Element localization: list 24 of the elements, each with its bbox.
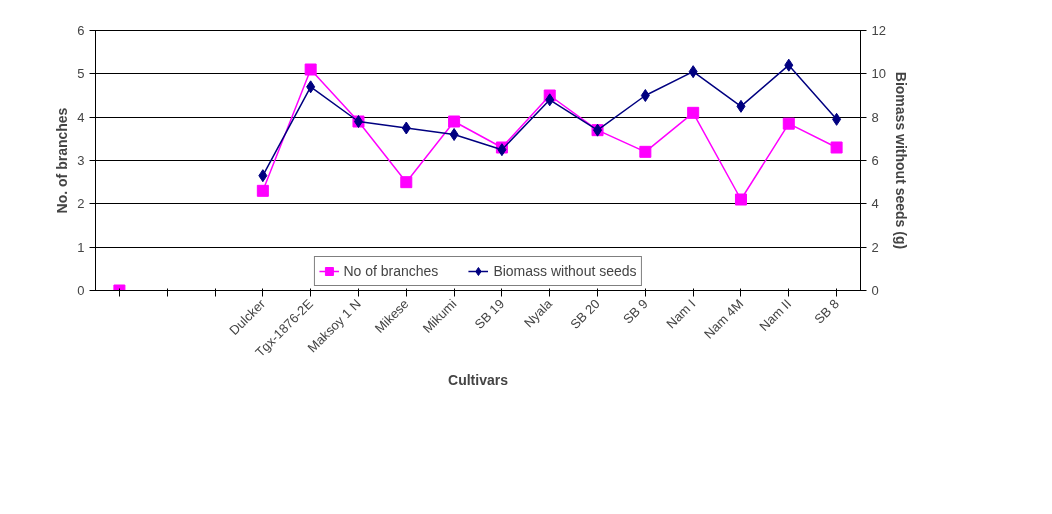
y-tick-label: 4 bbox=[77, 109, 85, 125]
y2-tick-label: 12 bbox=[871, 23, 886, 38]
x-tick-label: SB 9 bbox=[620, 296, 651, 327]
y2-tick-label: 8 bbox=[871, 109, 879, 125]
y-tick-label: 5 bbox=[77, 66, 85, 82]
x-axis-title: Cultivars bbox=[448, 372, 509, 389]
y2-axis-title: Biomass without seeds (g) bbox=[892, 71, 909, 250]
y-axis-title: No. of branches bbox=[54, 107, 71, 214]
y-tick-label: 2 bbox=[77, 196, 85, 212]
legend-label: Biomass without seeds bbox=[493, 263, 637, 279]
y-tick-label: 0 bbox=[77, 283, 85, 298]
x-tick-label: SB 8 bbox=[811, 296, 842, 327]
y2-tick-label: 4 bbox=[871, 196, 879, 212]
x-tick-label: SB 20 bbox=[567, 296, 603, 332]
y2-tick-label: 0 bbox=[871, 283, 879, 298]
y2-tick-label: 6 bbox=[871, 153, 879, 168]
y2-tick-label: 2 bbox=[871, 239, 879, 255]
y-tick-label: 1 bbox=[77, 239, 85, 255]
y-tick-label: 3 bbox=[77, 153, 85, 168]
y-tick-label: 6 bbox=[77, 23, 85, 38]
y2-tick-label: 10 bbox=[871, 66, 886, 82]
legend-label: No of branches bbox=[343, 263, 439, 279]
x-tick-label: SB 19 bbox=[471, 296, 508, 332]
x-tick-label: Nam II bbox=[756, 296, 795, 334]
